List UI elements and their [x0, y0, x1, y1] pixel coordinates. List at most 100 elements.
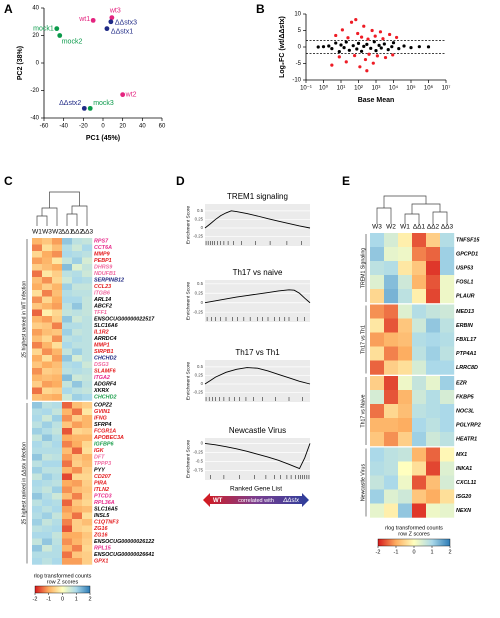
heatmap-cell [62, 244, 73, 252]
heatmap-cell [32, 551, 43, 559]
heatmap-cell [72, 486, 83, 494]
heatmap-cell [412, 304, 427, 319]
point-label: wt3 [109, 7, 121, 14]
heatmap-cell [62, 270, 73, 278]
heatmap-cell [370, 376, 385, 391]
heatmap-cell [72, 381, 83, 388]
heatmap-cell [52, 538, 63, 546]
gene-label: DHRS9 [94, 265, 112, 271]
heatmap-cell [62, 309, 73, 317]
heatmap-cell [440, 247, 455, 262]
heatmap-cell [72, 506, 83, 513]
heatmap-cell [32, 447, 43, 455]
colorbar-tick-label: -1 [394, 549, 399, 555]
heatmap-cell [82, 447, 93, 455]
heatmap-cell [72, 519, 83, 526]
heatmap-cell [32, 238, 43, 245]
heatmap-cell [384, 418, 399, 433]
heatmap-cell [52, 493, 63, 500]
heatmap-cell [398, 275, 413, 290]
heatmap-cell [82, 428, 93, 435]
data-point [390, 45, 394, 49]
colorbar-tick-label: -2 [33, 596, 38, 602]
heatmap-cell [32, 499, 43, 507]
heatmap-cell [82, 408, 93, 416]
heatmap-cell [384, 376, 399, 391]
heatmap-cell [62, 558, 73, 565]
heatmap-cell [32, 467, 43, 474]
heatmap-cell [32, 374, 43, 382]
heatmap-cell [42, 270, 53, 278]
data-point [359, 49, 364, 53]
heatmap-cell [32, 348, 43, 356]
point-label: mock1 [33, 25, 54, 32]
heatmap-cell [82, 558, 93, 565]
heatmap-cell [384, 261, 399, 276]
heatmap-cell [72, 283, 83, 291]
heatmap-cell [42, 316, 53, 323]
heatmap-cell [42, 251, 53, 258]
heatmap-cell [32, 525, 43, 533]
heatmap-cell [412, 489, 427, 504]
data-point [374, 49, 378, 53]
enrichment-curve [204, 289, 311, 304]
heatmap-cell [42, 447, 53, 455]
heatmap-cell [52, 454, 63, 461]
heatmap-cell [412, 376, 427, 391]
gene-label: GVIN1 [94, 409, 110, 415]
heatmap-cell [42, 368, 53, 375]
heatmap-cell [72, 454, 83, 461]
heatmap-cell [370, 461, 385, 476]
heatmap-cell [370, 418, 385, 433]
y-tick-label: -0.5 [196, 459, 204, 464]
y-tick-label: 10 [294, 12, 301, 18]
heatmap-cell [82, 434, 93, 442]
heatmap-cell [384, 332, 399, 347]
heatmap-cell [82, 335, 93, 343]
heatmap-cell [62, 394, 73, 401]
heatmap-cell [72, 296, 83, 304]
heatmap-cell [62, 361, 73, 369]
heatmap-cell [72, 460, 83, 468]
heatmap-cell [398, 289, 413, 304]
colorbar-subtitle: row Z scores [47, 579, 79, 585]
data-point [347, 48, 351, 52]
colorbar [34, 585, 91, 594]
heatmap-cell [62, 316, 73, 323]
heatmap-cell [82, 493, 93, 500]
data-point [351, 44, 355, 48]
data-point [109, 15, 115, 21]
heatmap-cell [82, 264, 93, 271]
point-label: wt1 [78, 16, 90, 23]
data-point [373, 34, 377, 38]
heatmap-cell [82, 551, 93, 559]
heatmap-cell [62, 251, 73, 258]
data-point [426, 45, 431, 49]
heatmap-cell [52, 387, 63, 395]
heatmap-cell [32, 486, 43, 494]
data-point [344, 60, 348, 64]
group-label: TREM1 Signaling [360, 248, 366, 288]
heatmap-cell [62, 264, 73, 271]
panel-label: E [342, 174, 350, 188]
heatmap-cell [52, 545, 63, 552]
data-point [371, 61, 375, 65]
gene-label: CHCHD2 [94, 395, 116, 401]
enrichment-curve [204, 442, 311, 470]
heatmap-cell [384, 346, 399, 361]
heatmap-cell [32, 322, 43, 330]
heatmap-cell [62, 499, 73, 507]
heatmap-cell [52, 238, 63, 245]
heatmap-cell [42, 402, 53, 409]
heatmap-cell [42, 486, 53, 494]
heatmap-cell [384, 489, 399, 504]
heatmap-cell [426, 390, 441, 405]
heatmap-cell [82, 519, 93, 526]
heatmap-cell [32, 296, 43, 304]
y-tick-label: 0 [201, 441, 204, 446]
heatmap-cell [52, 394, 63, 401]
column-label: W2 [386, 224, 396, 231]
y-axis-label: Enrichment Score [185, 206, 191, 244]
heatmap-cell [62, 387, 73, 395]
heatmap-cell [384, 390, 399, 405]
